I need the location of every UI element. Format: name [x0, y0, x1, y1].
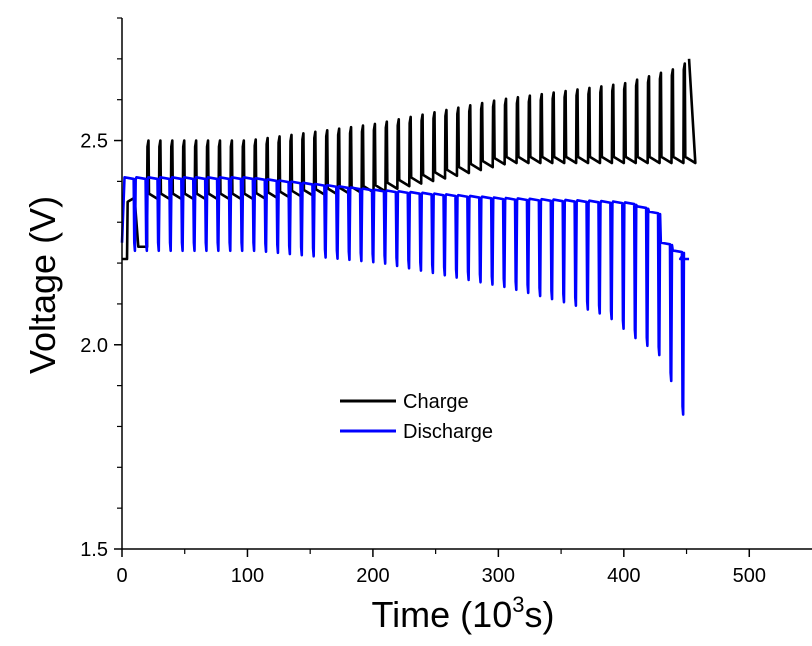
legend-label-charge: Charge	[403, 391, 469, 413]
axes	[121, 18, 812, 550]
x-axis-title: Time (103s)	[372, 592, 555, 635]
x-tick-label: 300	[482, 565, 515, 587]
y-tick-label: 1.5	[80, 539, 108, 561]
legend-label-discharge: Discharge	[403, 421, 493, 443]
x-tick-label: 0	[116, 565, 127, 587]
y-tick-label: 2.0	[80, 335, 108, 357]
plot-area	[120, 58, 697, 416]
y-axis-title: Voltage (V)	[22, 196, 63, 374]
series-line-charge	[122, 58, 697, 261]
legend: Charge Discharge	[340, 391, 493, 443]
series-line-discharge	[120, 176, 690, 416]
ticks: 0 100 200 300 400 500 1.5 2.0 2.5	[80, 17, 766, 587]
x-tick-label: 100	[231, 565, 264, 587]
y-tick-label: 2.5	[80, 131, 108, 153]
x-tick-label: 400	[607, 565, 640, 587]
x-tick-label: 500	[733, 565, 766, 587]
x-tick-label: 200	[356, 565, 389, 587]
